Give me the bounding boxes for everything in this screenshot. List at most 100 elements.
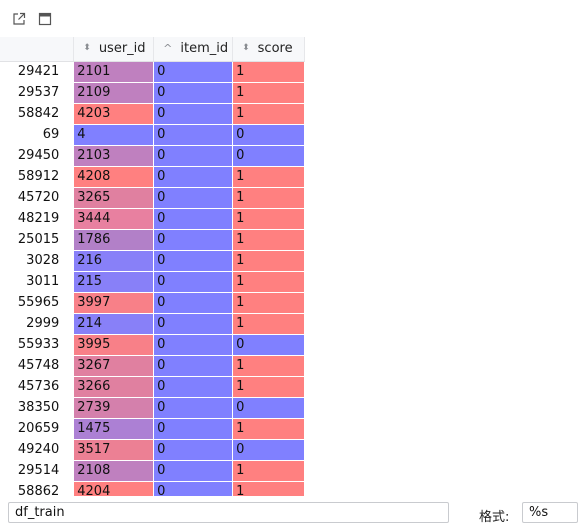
cell-item-id[interactable]: 0 bbox=[153, 418, 234, 440]
table-row[interactable]: 20659 1475 0 1 bbox=[0, 418, 305, 440]
table-row[interactable]: 48219 3444 0 1 bbox=[0, 208, 305, 230]
cell-user-id[interactable]: 1475 bbox=[73, 418, 155, 440]
cell-item-id[interactable]: 0 bbox=[153, 166, 234, 188]
cell-user-id[interactable]: 3517 bbox=[73, 439, 155, 461]
table-row[interactable]: 29450 2103 0 0 bbox=[0, 145, 305, 167]
cell-user-id[interactable]: 3444 bbox=[73, 208, 155, 230]
table-row[interactable]: 29537 2109 0 1 bbox=[0, 82, 305, 104]
cell-item-id[interactable]: 0 bbox=[153, 82, 234, 104]
table-row[interactable]: 29514 2108 0 1 bbox=[0, 460, 305, 482]
cell-score[interactable]: 1 bbox=[232, 187, 305, 209]
cell-score[interactable]: 1 bbox=[232, 460, 305, 482]
cell-user-id[interactable]: 216 bbox=[73, 250, 155, 272]
cell-user-id[interactable]: 2101 bbox=[73, 61, 155, 83]
cell-score[interactable]: 0 bbox=[232, 124, 305, 146]
table-row[interactable]: 58862 4204 0 1 bbox=[0, 481, 305, 496]
cell-score[interactable]: 1 bbox=[232, 271, 305, 293]
table-row[interactable]: 69 4 0 0 bbox=[0, 124, 305, 146]
column-header-item-id[interactable]: ^ item_id bbox=[153, 37, 234, 62]
cell-user-id[interactable]: 3267 bbox=[73, 355, 155, 377]
table-row[interactable]: 45748 3267 0 1 bbox=[0, 355, 305, 377]
cell-score[interactable]: 1 bbox=[232, 250, 305, 272]
cell-user-id[interactable]: 3266 bbox=[73, 376, 155, 398]
cell-item-id[interactable]: 0 bbox=[153, 250, 234, 272]
cell-user-id[interactable]: 4 bbox=[73, 124, 155, 146]
cell-user-id[interactable]: 4203 bbox=[73, 103, 155, 125]
cell-score[interactable]: 1 bbox=[232, 292, 305, 314]
cell-score[interactable]: 0 bbox=[232, 145, 305, 167]
cell-user-id[interactable]: 214 bbox=[73, 313, 155, 335]
row-index: 29514 bbox=[0, 460, 74, 481]
cell-item-id[interactable]: 0 bbox=[153, 334, 234, 356]
format-input[interactable] bbox=[522, 502, 578, 523]
cell-item-id[interactable]: 0 bbox=[153, 229, 234, 251]
table-row[interactable]: 55965 3997 0 1 bbox=[0, 292, 305, 314]
cell-user-id[interactable]: 3997 bbox=[73, 292, 155, 314]
cell-user-id[interactable]: 4208 bbox=[73, 166, 155, 188]
dataframe-grid[interactable]: ⬍ user_id ^ item_id ⬍ score bbox=[0, 37, 305, 496]
table-row[interactable]: 45736 3266 0 1 bbox=[0, 376, 305, 398]
cell-item-id[interactable]: 0 bbox=[153, 439, 234, 461]
cell-score[interactable]: 1 bbox=[232, 166, 305, 188]
cell-score[interactable]: 1 bbox=[232, 61, 305, 83]
cell-item-id[interactable]: 0 bbox=[153, 124, 234, 146]
cell-item-id[interactable]: 0 bbox=[153, 292, 234, 314]
cell-item-id[interactable]: 0 bbox=[153, 103, 234, 125]
cell-item-id[interactable]: 0 bbox=[153, 460, 234, 482]
table-row[interactable]: 25015 1786 0 1 bbox=[0, 229, 305, 251]
cell-score[interactable]: 0 bbox=[232, 334, 305, 356]
cell-item-id[interactable]: 0 bbox=[153, 355, 234, 377]
cell-score[interactable]: 1 bbox=[232, 355, 305, 377]
cell-user-id[interactable]: 2108 bbox=[73, 460, 155, 482]
cell-item-id[interactable]: 0 bbox=[153, 397, 234, 419]
cell-score[interactable]: 1 bbox=[232, 313, 305, 335]
window-icon[interactable] bbox=[36, 10, 54, 28]
cell-score[interactable]: 1 bbox=[232, 208, 305, 230]
cell-item-id[interactable]: 0 bbox=[153, 481, 234, 496]
cell-item-id[interactable]: 0 bbox=[153, 187, 234, 209]
table-row[interactable]: 55933 3995 0 0 bbox=[0, 334, 305, 356]
table-row[interactable]: 58912 4208 0 1 bbox=[0, 166, 305, 188]
cell-user-id[interactable]: 2109 bbox=[73, 82, 155, 104]
toolbar bbox=[0, 0, 579, 38]
cell-score[interactable]: 1 bbox=[232, 418, 305, 440]
cell-item-id[interactable]: 0 bbox=[153, 208, 234, 230]
table-body: 29421 2101 0 1 29537 2109 0 1 58842 4203 0 1 69 4 0 0 29… bbox=[0, 61, 305, 496]
table-row[interactable]: 45720 3265 0 1 bbox=[0, 187, 305, 209]
cell-user-id[interactable]: 215 bbox=[73, 271, 155, 293]
row-index: 3028 bbox=[0, 250, 74, 271]
table-row[interactable]: 3028 216 0 1 bbox=[0, 250, 305, 272]
cell-score[interactable]: 1 bbox=[232, 82, 305, 104]
column-label: score bbox=[257, 41, 293, 57]
external-link-icon[interactable] bbox=[10, 10, 28, 28]
table-row[interactable]: 29421 2101 0 1 bbox=[0, 61, 305, 83]
table-row[interactable]: 3011 215 0 1 bbox=[0, 271, 305, 293]
cell-user-id[interactable]: 2103 bbox=[73, 145, 155, 167]
cell-item-id[interactable]: 0 bbox=[153, 271, 234, 293]
format-label: 格式: bbox=[479, 510, 510, 525]
cell-item-id[interactable]: 0 bbox=[153, 376, 234, 398]
cell-score[interactable]: 1 bbox=[232, 481, 305, 496]
table-row[interactable]: 2999 214 0 1 bbox=[0, 313, 305, 335]
table-row[interactable]: 58842 4203 0 1 bbox=[0, 103, 305, 125]
cell-score[interactable]: 0 bbox=[232, 397, 305, 419]
cell-score[interactable]: 1 bbox=[232, 376, 305, 398]
column-header-score[interactable]: ⬍ score bbox=[232, 37, 305, 62]
variable-name-input[interactable] bbox=[8, 502, 449, 523]
column-header-user-id[interactable]: ⬍ user_id bbox=[73, 37, 155, 62]
cell-user-id[interactable]: 1786 bbox=[73, 229, 155, 251]
cell-score[interactable]: 1 bbox=[232, 229, 305, 251]
cell-item-id[interactable]: 0 bbox=[153, 313, 234, 335]
table-row[interactable]: 38350 2739 0 0 bbox=[0, 397, 305, 419]
table-row[interactable]: 49240 3517 0 0 bbox=[0, 439, 305, 461]
cell-user-id[interactable]: 3995 bbox=[73, 334, 155, 356]
header-row: ⬍ user_id ^ item_id ⬍ score bbox=[0, 37, 305, 62]
cell-score[interactable]: 0 bbox=[232, 439, 305, 461]
cell-user-id[interactable]: 4204 bbox=[73, 481, 155, 496]
cell-item-id[interactable]: 0 bbox=[153, 145, 234, 167]
cell-user-id[interactable]: 3265 bbox=[73, 187, 155, 209]
cell-item-id[interactable]: 0 bbox=[153, 61, 234, 83]
row-index: 58912 bbox=[0, 166, 74, 187]
cell-score[interactable]: 1 bbox=[232, 103, 305, 125]
cell-user-id[interactable]: 2739 bbox=[73, 397, 155, 419]
